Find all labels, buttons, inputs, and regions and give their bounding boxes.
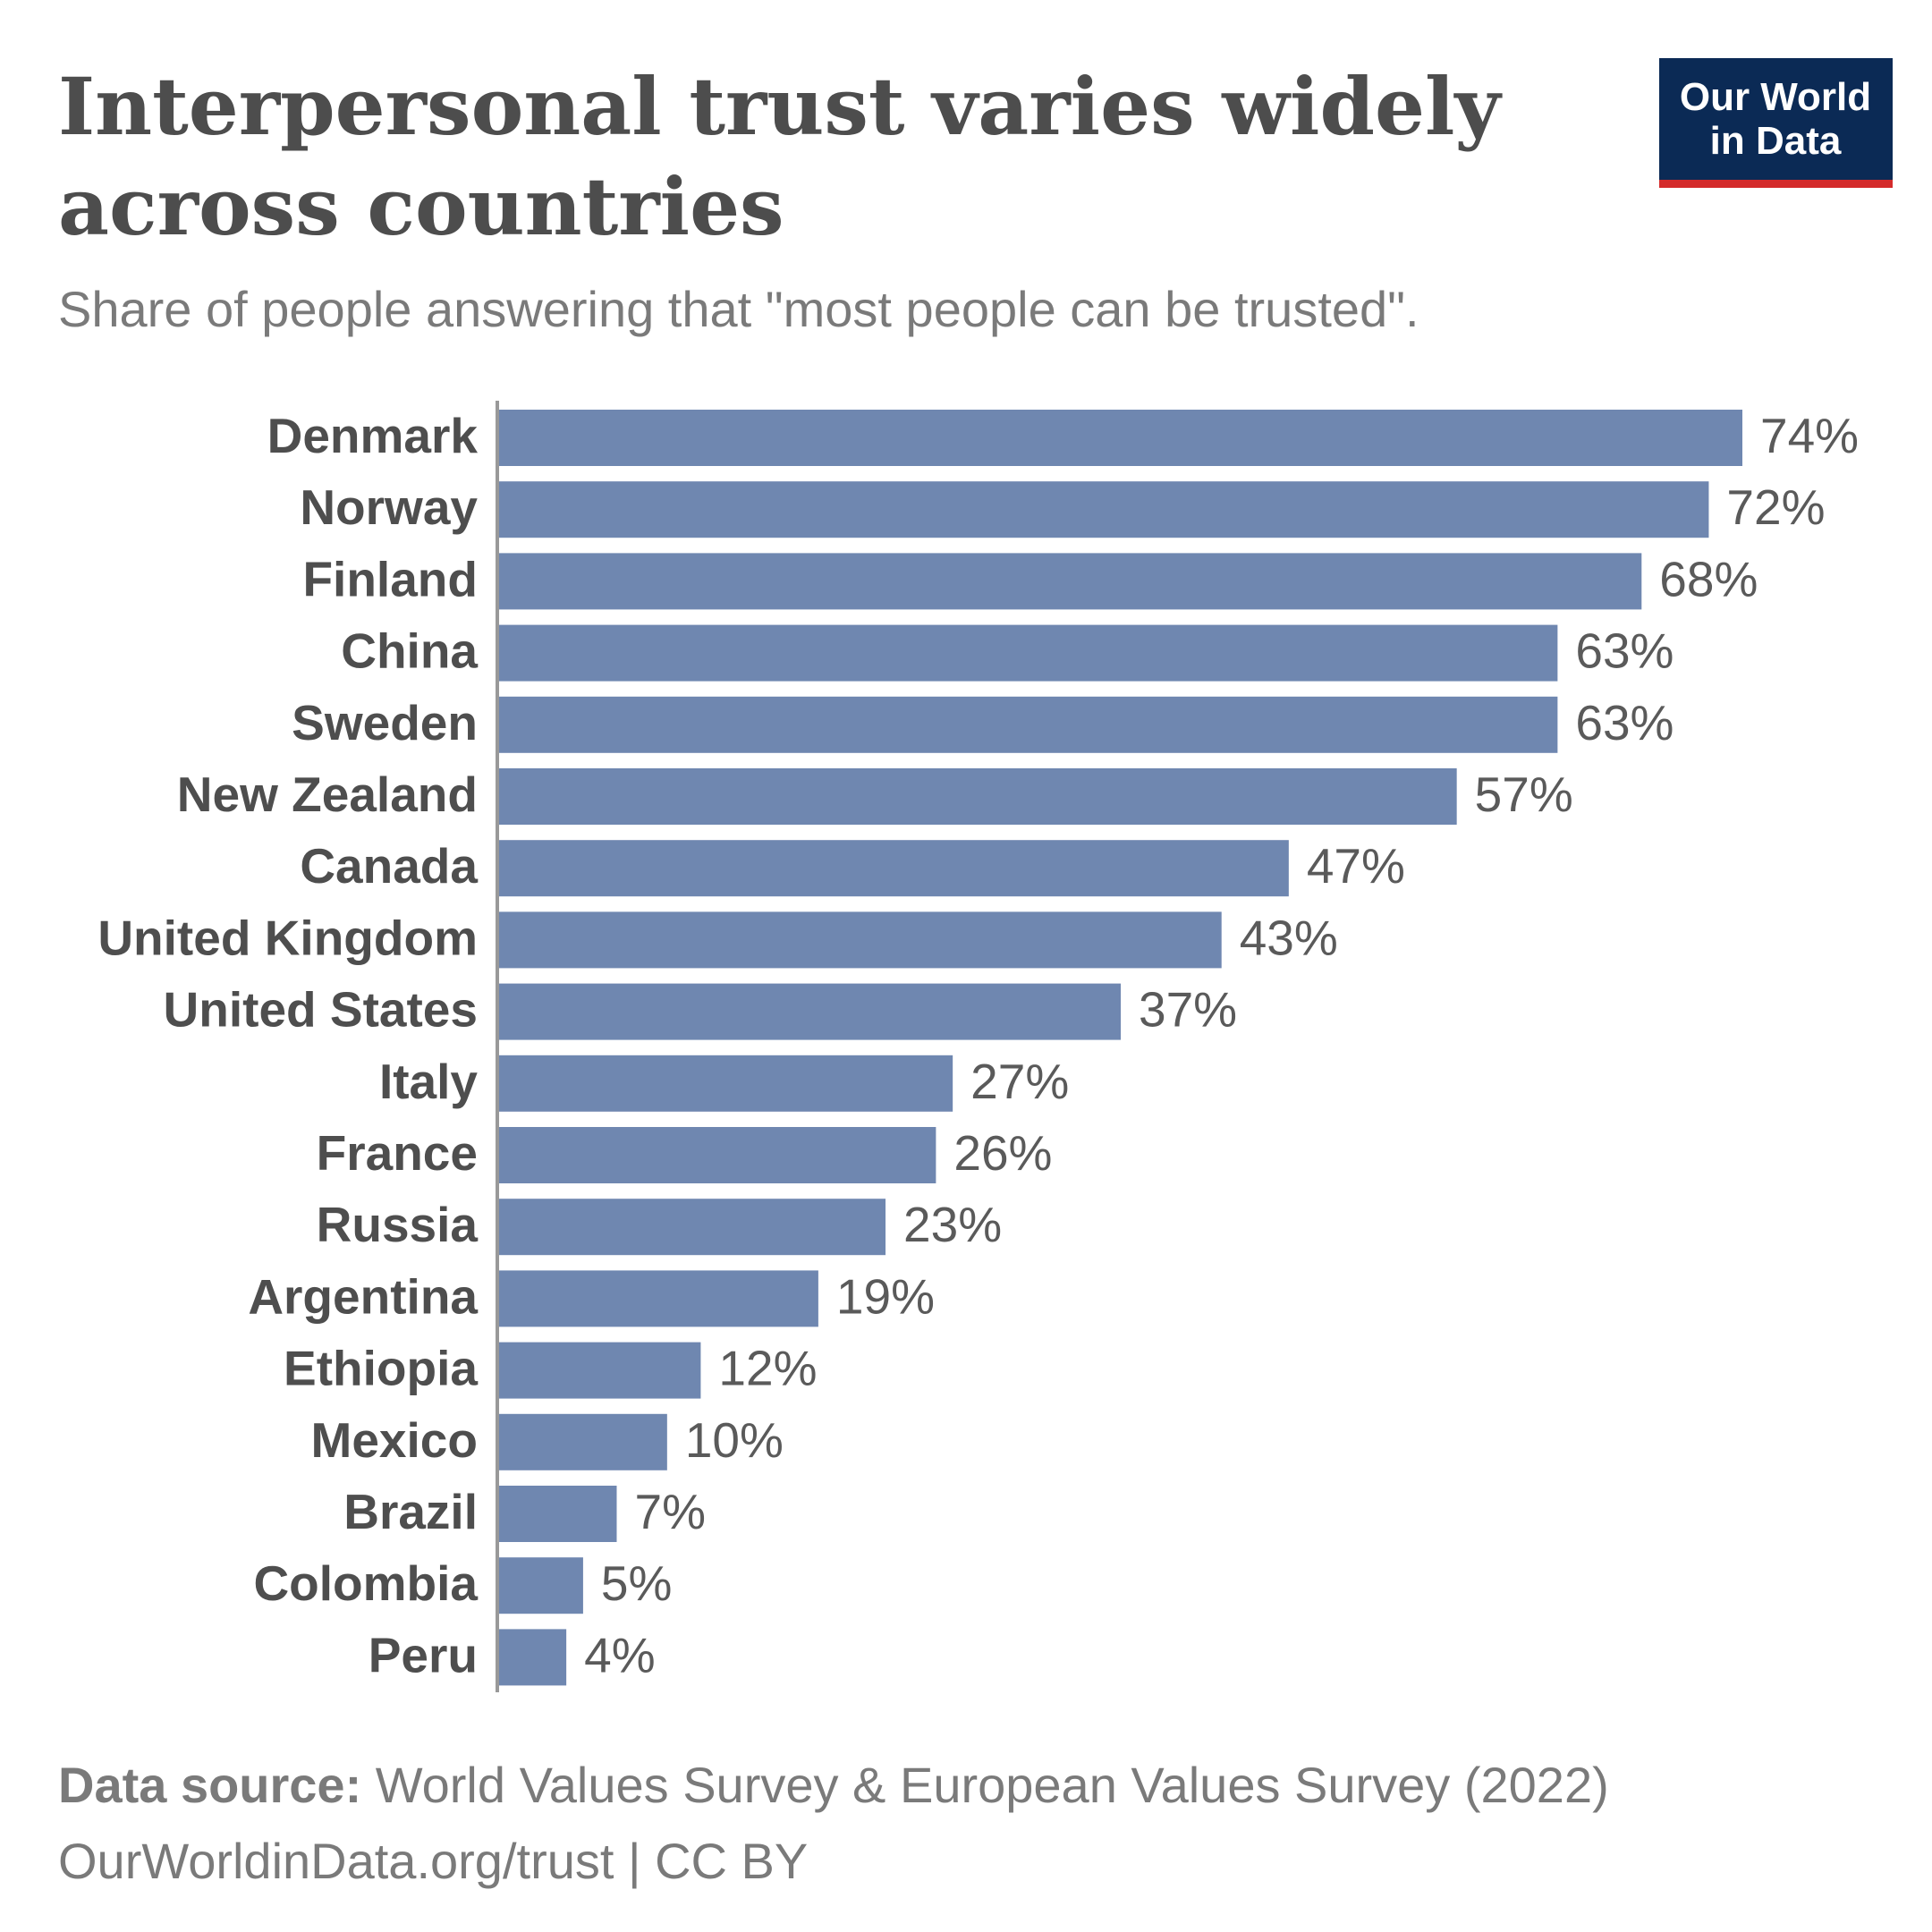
category-label: Argentina <box>248 1268 478 1324</box>
source-label: Data source: <box>58 1757 361 1813</box>
category-label: Mexico <box>311 1412 478 1468</box>
value-label: 63% <box>1575 695 1674 750</box>
value-label: 43% <box>1240 910 1338 965</box>
bar <box>499 696 1558 753</box>
value-label: 5% <box>601 1555 673 1611</box>
category-label: Brazil <box>343 1484 478 1539</box>
bar <box>499 911 1222 969</box>
logo-text: in Data <box>1710 119 1842 163</box>
category-label: Russia <box>317 1197 479 1252</box>
value-label: 10% <box>685 1412 784 1468</box>
bar <box>499 768 1457 825</box>
value-label: 37% <box>1139 982 1237 1038</box>
logo-text: Our World <box>1680 75 1871 119</box>
category-label: Colombia <box>253 1555 478 1611</box>
bar <box>499 1270 818 1327</box>
value-label: 12% <box>718 1341 817 1396</box>
bar <box>499 1629 567 1686</box>
category-label: Finland <box>302 551 478 606</box>
chart-subtitle: Share of people answering that "most peo… <box>58 281 1419 337</box>
bar <box>499 1342 701 1399</box>
category-label: Denmark <box>267 408 479 463</box>
category-label: United States <box>164 982 478 1038</box>
bar <box>499 410 1742 466</box>
value-label: 74% <box>1760 408 1859 463</box>
footer: OurWorldinData.org/trust | CC BY <box>58 1833 808 1889</box>
value-label: 72% <box>1726 479 1825 535</box>
value-label: 26% <box>953 1125 1052 1181</box>
source-text: World Values Survey & European Values Su… <box>376 1757 1609 1813</box>
value-label: 4% <box>584 1627 656 1682</box>
category-label: China <box>341 623 478 679</box>
bar <box>499 840 1289 897</box>
bar <box>499 1486 617 1542</box>
value-label: 68% <box>1659 551 1758 606</box>
bar <box>499 1055 953 1112</box>
category-label: New Zealand <box>177 767 478 822</box>
category-label: Sweden <box>292 695 478 750</box>
category-label: Canada <box>300 838 478 894</box>
bar <box>499 1413 667 1470</box>
bar <box>499 1199 886 1256</box>
category-label: Peru <box>369 1627 478 1682</box>
value-label: 7% <box>634 1484 706 1539</box>
value-label: 47% <box>1307 838 1405 894</box>
bar <box>499 1557 583 1614</box>
category-label: France <box>317 1125 478 1181</box>
value-label: 57% <box>1475 767 1573 822</box>
chart-title: across countries <box>58 160 784 253</box>
bar <box>499 1127 936 1183</box>
bar <box>499 553 1642 610</box>
bar <box>499 481 1709 538</box>
value-label: 27% <box>970 1054 1069 1109</box>
value-label: 63% <box>1575 623 1674 679</box>
category-label: Italy <box>379 1054 478 1109</box>
category-label: Ethiopia <box>284 1341 478 1396</box>
value-label: 19% <box>836 1268 935 1324</box>
bar <box>499 624 1558 682</box>
logo-strip <box>1659 180 1893 188</box>
source: Data source: World Values Survey & Europ… <box>58 1757 1609 1813</box>
bar <box>499 983 1121 1040</box>
category-label: Norway <box>300 479 478 535</box>
value-label: 23% <box>903 1197 1002 1252</box>
logo-box <box>1659 58 1893 180</box>
category-label: United Kingdom <box>97 910 478 965</box>
chart-title: Interpersonal trust varies widely <box>58 60 1503 153</box>
